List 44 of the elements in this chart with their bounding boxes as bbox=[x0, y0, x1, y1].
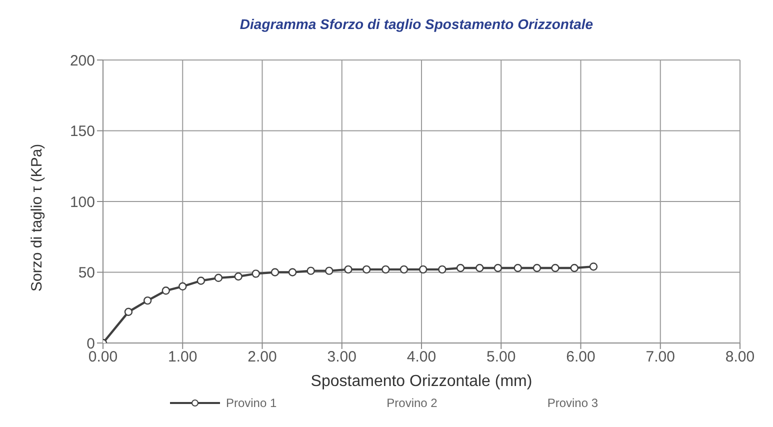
x-axis-title: Spostamento Orizzontale (mm) bbox=[310, 373, 532, 390]
x-tick-label: 6.00 bbox=[566, 348, 596, 366]
x-tick-label: 4.00 bbox=[406, 348, 436, 366]
x-tick-label: 2.00 bbox=[248, 348, 277, 366]
point bbox=[589, 262, 598, 271]
point bbox=[270, 268, 280, 276]
text: Provino 2 bbox=[386, 396, 438, 410]
point bbox=[362, 265, 371, 274]
y-tick-label: 100 bbox=[70, 194, 95, 211]
point bbox=[162, 286, 170, 295]
point bbox=[400, 265, 408, 274]
point bbox=[438, 265, 446, 274]
x-tick-label: 7.00 bbox=[646, 348, 675, 366]
y-axis-title: Sorzo di taglio τ (KPa) bbox=[28, 144, 46, 292]
point bbox=[178, 282, 187, 290]
y-tick-label: 50 bbox=[78, 264, 95, 282]
point bbox=[124, 308, 133, 316]
x-tick-label: 3.00 bbox=[327, 348, 356, 366]
text: Provino 3 bbox=[547, 396, 598, 410]
point bbox=[570, 264, 578, 272]
y-tick-label: 200 bbox=[70, 52, 95, 70]
legend-label: Provino 1 bbox=[226, 396, 277, 410]
point bbox=[288, 268, 297, 276]
point bbox=[252, 270, 260, 278]
chart-title: Diagramma Sforzo di taglio Spostamento Orizzontale bbox=[238, 16, 594, 34]
point bbox=[325, 266, 334, 275]
point bbox=[456, 264, 465, 272]
point bbox=[143, 296, 152, 305]
point bbox=[234, 272, 242, 281]
point bbox=[382, 265, 390, 274]
point bbox=[514, 264, 522, 272]
point bbox=[344, 265, 352, 274]
x-tick-label: 1.00 bbox=[168, 348, 198, 366]
y-tick-label: 150 bbox=[70, 123, 95, 140]
point bbox=[476, 264, 484, 272]
x-tick-label: 5.00 bbox=[486, 348, 516, 366]
x-tick-label: 8.00 bbox=[725, 348, 755, 366]
point bbox=[532, 264, 542, 272]
point bbox=[196, 276, 206, 285]
point bbox=[418, 265, 428, 274]
point bbox=[494, 264, 502, 272]
point bbox=[306, 266, 315, 275]
point bbox=[551, 264, 560, 272]
point bbox=[214, 274, 223, 282]
